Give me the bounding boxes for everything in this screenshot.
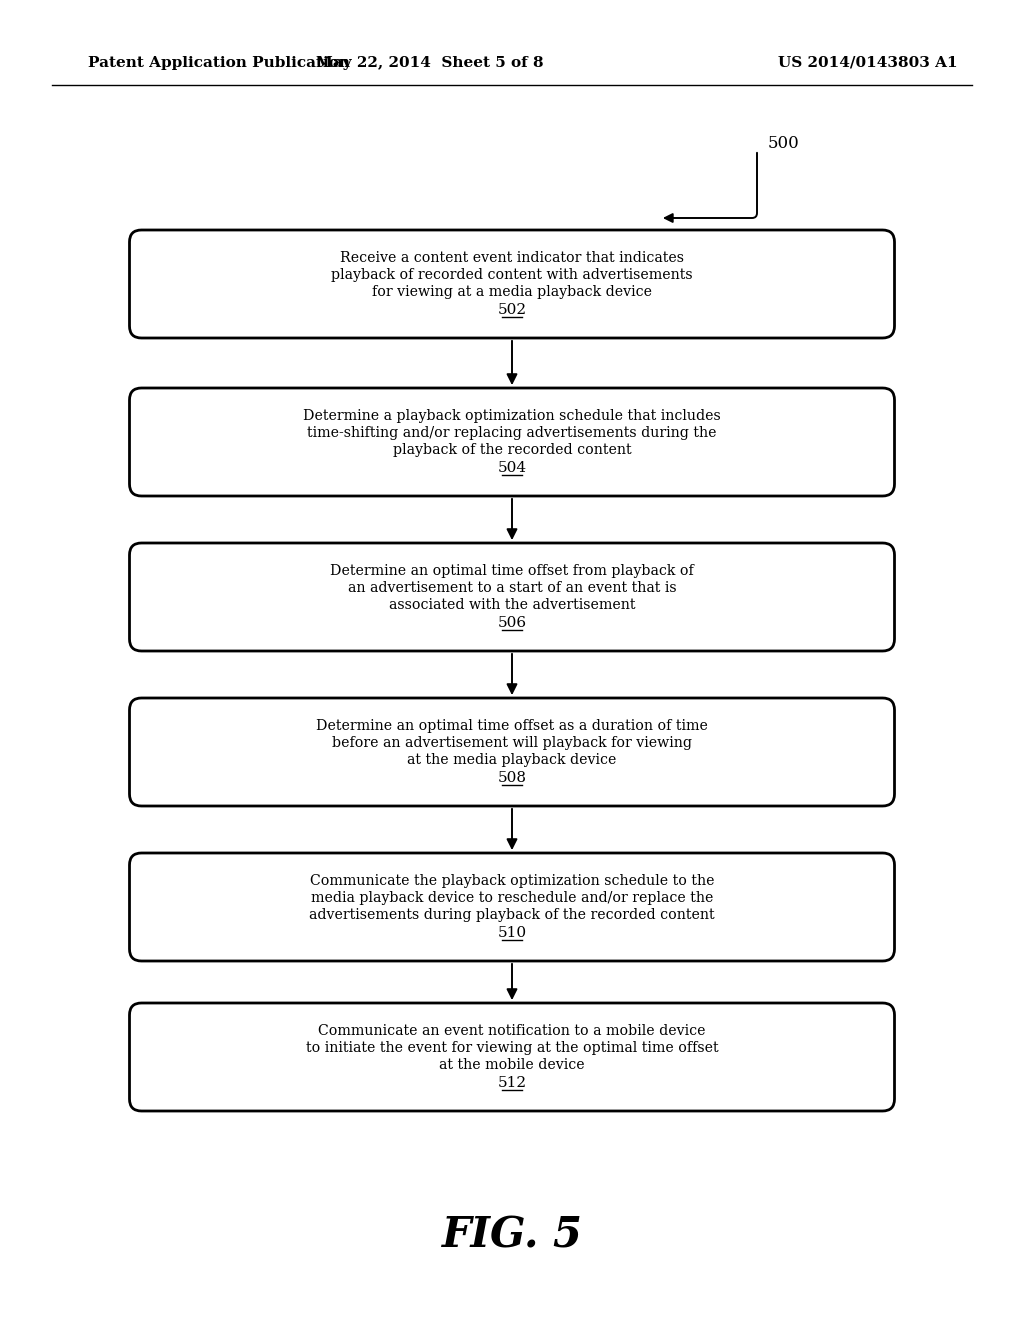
Text: playback of the recorded content: playback of the recorded content <box>392 444 632 457</box>
FancyBboxPatch shape <box>129 1003 895 1111</box>
Text: associated with the advertisement: associated with the advertisement <box>389 598 635 612</box>
Text: Determine an optimal time offset from playback of: Determine an optimal time offset from pl… <box>330 564 694 578</box>
Text: at the media playback device: at the media playback device <box>408 752 616 767</box>
Text: Determine a playback optimization schedule that includes: Determine a playback optimization schedu… <box>303 409 721 422</box>
Text: 508: 508 <box>498 771 526 785</box>
Text: 506: 506 <box>498 616 526 630</box>
Text: 512: 512 <box>498 1076 526 1090</box>
FancyBboxPatch shape <box>129 853 895 961</box>
FancyBboxPatch shape <box>129 543 895 651</box>
FancyBboxPatch shape <box>129 230 895 338</box>
Text: Communicate the playback optimization schedule to the: Communicate the playback optimization sc… <box>309 874 715 888</box>
FancyBboxPatch shape <box>129 388 895 496</box>
Text: 510: 510 <box>498 927 526 940</box>
Text: an advertisement to a start of an event that is: an advertisement to a start of an event … <box>348 581 676 595</box>
Text: time-shifting and/or replacing advertisements during the: time-shifting and/or replacing advertise… <box>307 426 717 440</box>
Text: media playback device to reschedule and/or replace the: media playback device to reschedule and/… <box>311 891 713 906</box>
Text: Receive a content event indicator that indicates: Receive a content event indicator that i… <box>340 251 684 265</box>
Text: for viewing at a media playback device: for viewing at a media playback device <box>372 285 652 300</box>
Text: playback of recorded content with advertisements: playback of recorded content with advert… <box>331 268 693 282</box>
Text: 504: 504 <box>498 461 526 475</box>
Text: May 22, 2014  Sheet 5 of 8: May 22, 2014 Sheet 5 of 8 <box>316 55 544 70</box>
Text: Determine an optimal time offset as a duration of time: Determine an optimal time offset as a du… <box>316 719 708 733</box>
Text: Communicate an event notification to a mobile device: Communicate an event notification to a m… <box>318 1024 706 1038</box>
Text: 500: 500 <box>768 135 800 152</box>
Text: Patent Application Publication: Patent Application Publication <box>88 55 350 70</box>
Text: before an advertisement will playback for viewing: before an advertisement will playback fo… <box>332 737 692 750</box>
Text: advertisements during playback of the recorded content: advertisements during playback of the re… <box>309 908 715 921</box>
Text: US 2014/0143803 A1: US 2014/0143803 A1 <box>778 55 957 70</box>
Text: at the mobile device: at the mobile device <box>439 1059 585 1072</box>
Text: 502: 502 <box>498 304 526 317</box>
Text: FIG. 5: FIG. 5 <box>441 1214 583 1257</box>
FancyBboxPatch shape <box>129 698 895 807</box>
Text: to initiate the event for viewing at the optimal time offset: to initiate the event for viewing at the… <box>306 1041 718 1055</box>
